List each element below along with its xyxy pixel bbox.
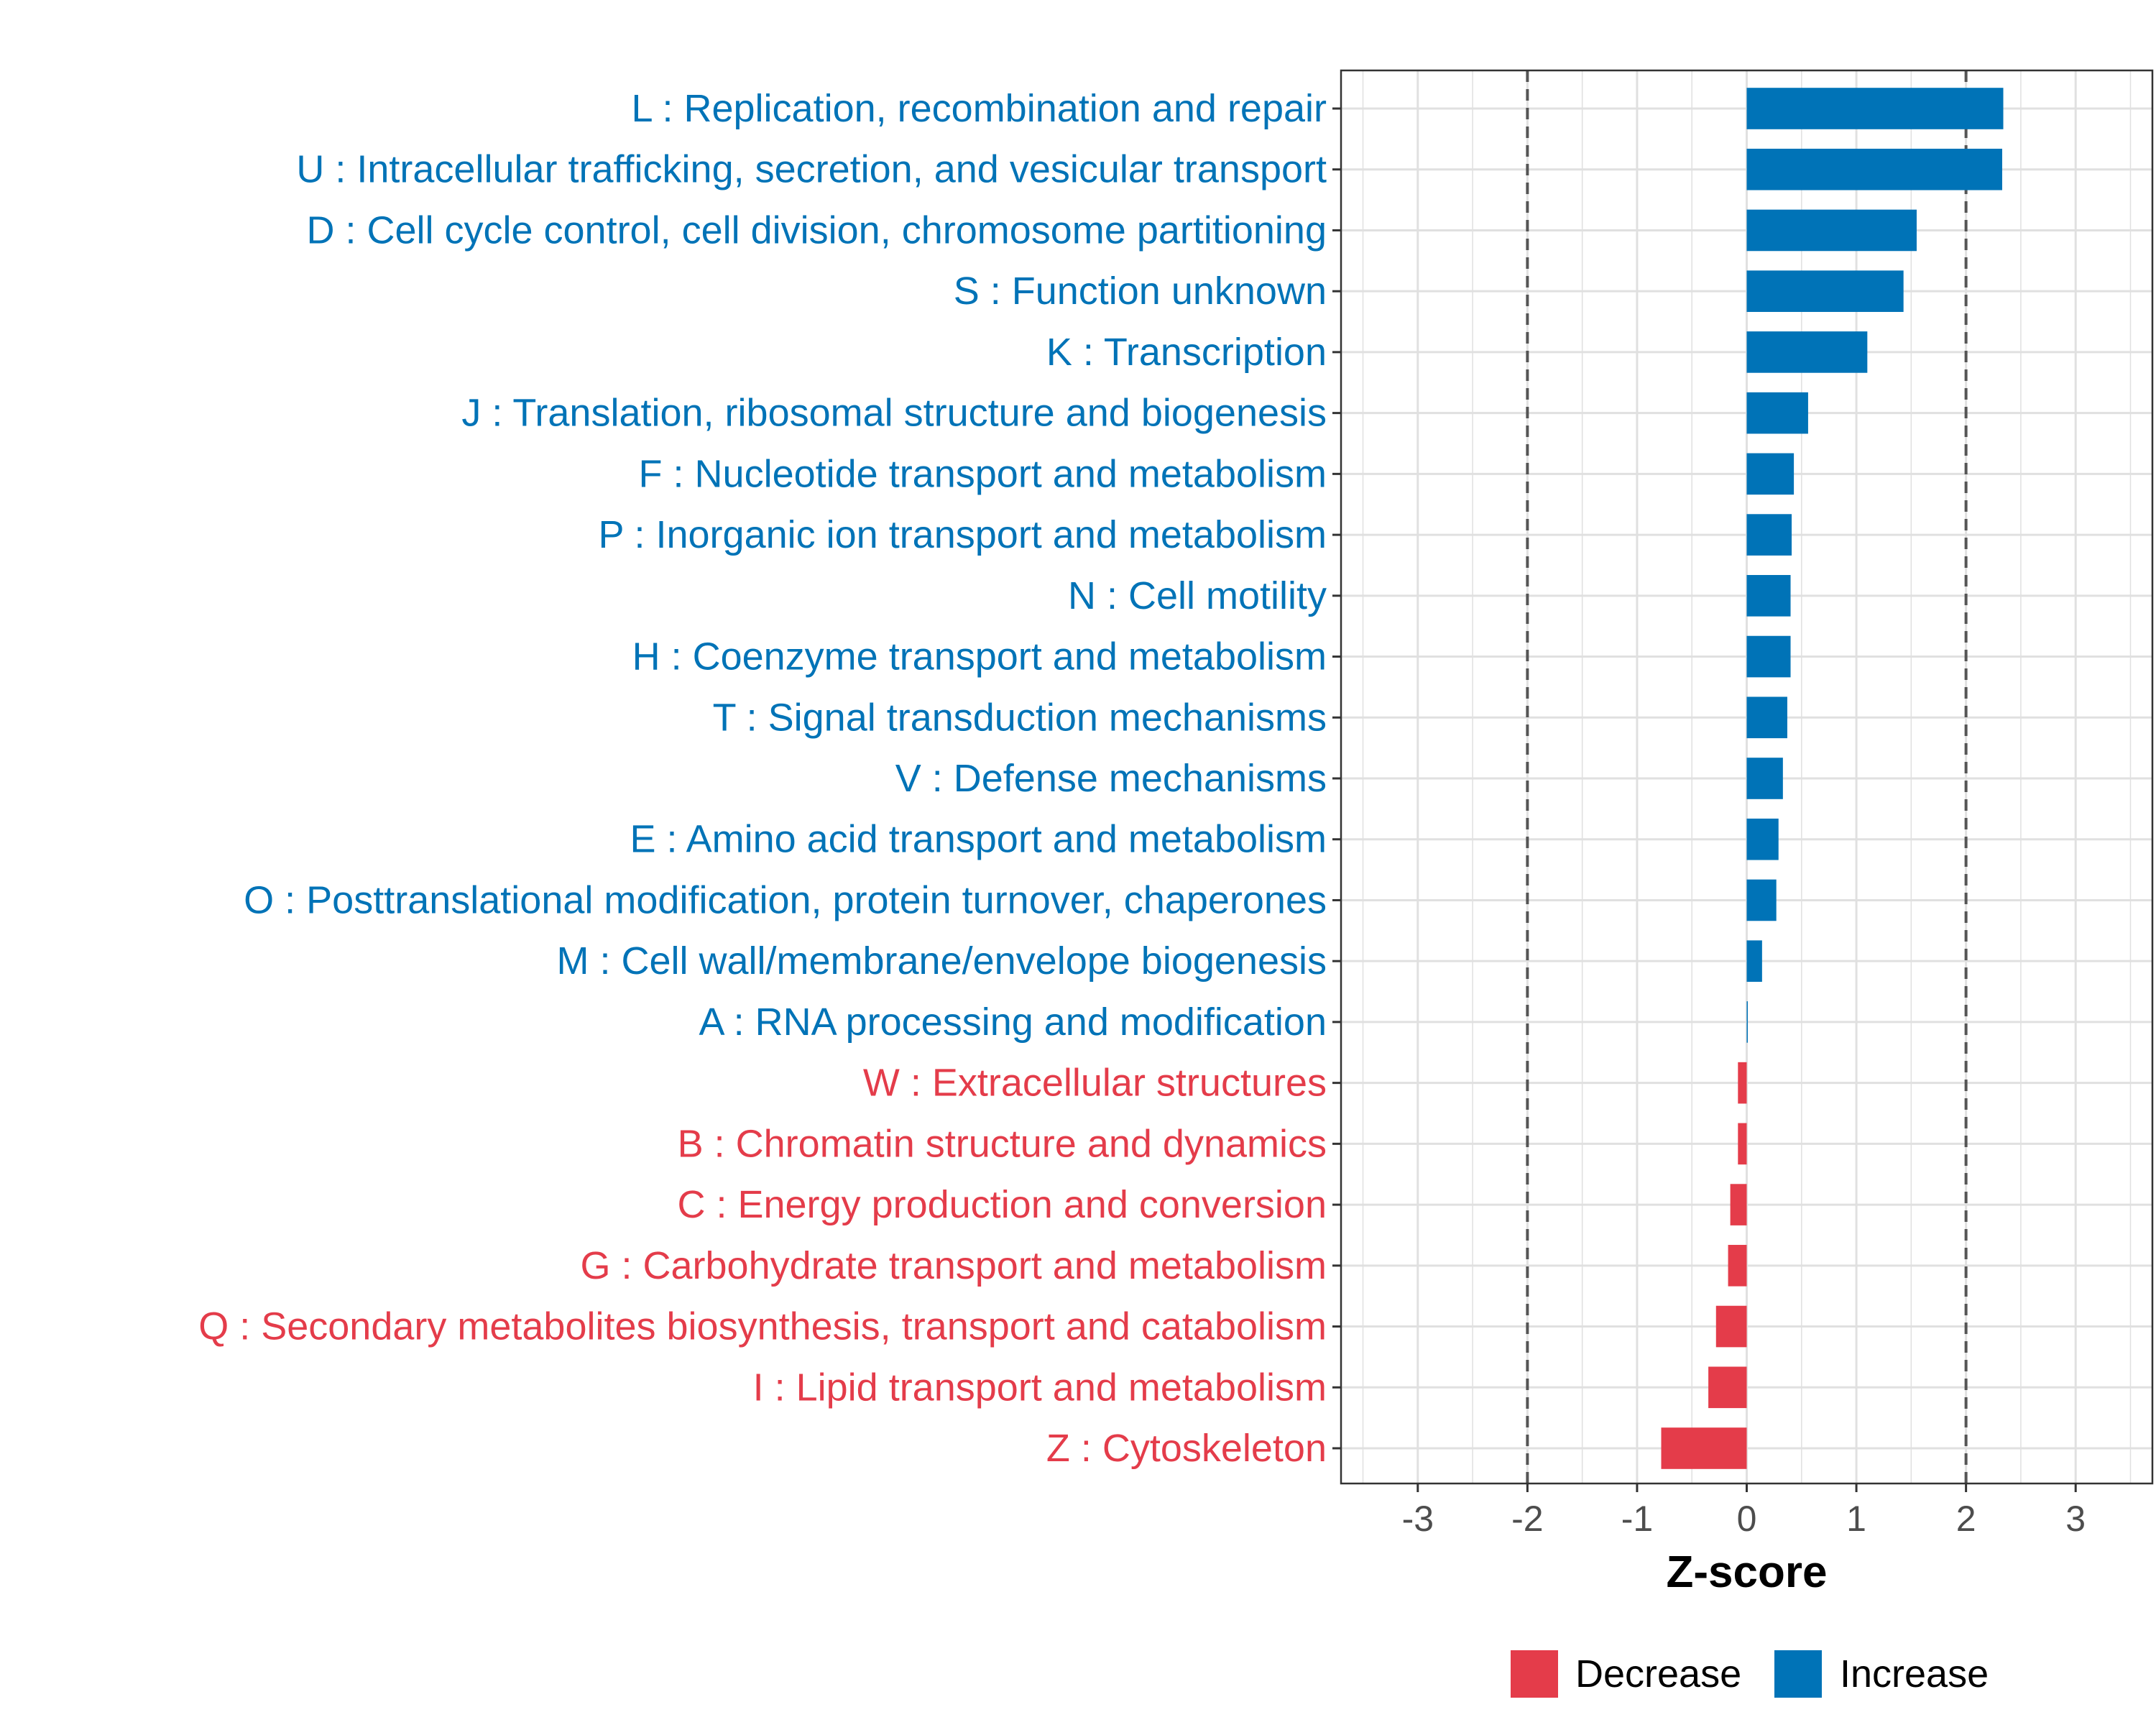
bar: [1661, 1427, 1747, 1469]
bar: [1746, 392, 1808, 434]
bar: [1746, 88, 2004, 129]
bar: [1746, 1001, 1749, 1043]
x-axis-ticks: [1416, 1484, 2077, 1492]
category-label: I : Lipid transport and metabolism: [753, 1366, 1327, 1409]
bar: [1746, 148, 2002, 190]
bar: [1728, 1245, 1747, 1287]
bar: [1746, 758, 1783, 799]
category-label: N : Cell motility: [1068, 574, 1327, 617]
category-label: A : RNA processing and modification: [699, 1000, 1327, 1044]
bar: [1746, 575, 1791, 617]
reference-lines: [1526, 70, 1968, 1484]
category-label: S : Function unknown: [954, 270, 1327, 313]
bar: [1746, 635, 1791, 678]
bar: [1738, 1062, 1747, 1104]
category-label: K : Transcription: [1046, 331, 1327, 374]
category-label: E : Amino acid transport and metabolism: [630, 818, 1327, 861]
category-label: T : Signal transduction mechanisms: [713, 696, 1327, 739]
x-tick-label: -1: [1621, 1499, 1653, 1539]
bar: [1746, 879, 1777, 921]
category-label: P : Inorganic ion transport and metaboli…: [598, 513, 1327, 556]
category-labels: L : Replication, recombination and repai…: [198, 87, 1327, 1470]
category-label: L : Replication, recombination and repai…: [631, 87, 1327, 130]
category-label: V : Defense mechanisms: [895, 757, 1327, 800]
x-tick-label: -3: [1402, 1499, 1434, 1539]
category-label: B : Chromatin structure and dynamics: [678, 1122, 1327, 1165]
bar: [1730, 1184, 1747, 1225]
bar: [1746, 270, 1904, 312]
category-label: F : Nucleotide transport and metabolism: [639, 452, 1327, 495]
x-tick-labels: -3 -2 -1 0 1 2 3: [1402, 1499, 2086, 1539]
category-label: U : Intracellular trafficking, secretion…: [296, 148, 1327, 191]
legend-swatch-decrease: [1511, 1650, 1558, 1698]
x-tick-label: 2: [1956, 1499, 1976, 1539]
category-label: Q : Secondary metabolites biosynthesis, …: [198, 1305, 1327, 1348]
bar: [1715, 1305, 1747, 1348]
x-tick-label: 1: [1846, 1499, 1866, 1539]
x-axis-title: Z-score: [1667, 1547, 1828, 1597]
category-label: C : Energy production and conversion: [677, 1183, 1327, 1226]
bar: [1738, 1123, 1747, 1165]
category-label: H : Coenzyme transport and metabolism: [632, 635, 1327, 678]
legend-label-increase: Increase: [1840, 1652, 1989, 1696]
bar: [1746, 209, 1917, 252]
legend-label-decrease: Decrease: [1575, 1652, 1741, 1696]
bar: [1708, 1366, 1747, 1409]
x-tick-label: 0: [1737, 1499, 1757, 1539]
bars: [1661, 88, 2004, 1469]
category-label: W : Extracellular structures: [863, 1062, 1327, 1105]
category-label: O : Posttranslational modification, prot…: [244, 878, 1327, 921]
category-label: G : Carbohydrate transport and metabolis…: [581, 1244, 1327, 1287]
category-label: J : Translation, ribosomal structure and…: [461, 392, 1327, 435]
bar: [1746, 818, 1779, 860]
bar: [1746, 940, 1762, 982]
bar: [1746, 331, 1868, 373]
category-label: M : Cell wall/membrane/envelope biogenes…: [556, 939, 1327, 983]
category-label: Z : Cytoskeleton: [1046, 1427, 1327, 1470]
x-tick-label: 3: [2065, 1499, 2086, 1539]
category-label: D : Cell cycle control, cell division, c…: [306, 208, 1327, 252]
bar: [1746, 453, 1795, 495]
bar: [1746, 696, 1787, 739]
bar: [1746, 514, 1792, 556]
legend-swatch-increase: [1774, 1650, 1822, 1698]
x-tick-label: -2: [1511, 1499, 1543, 1539]
y-axis-ticks: [1332, 107, 1341, 1450]
legend: Decrease Increase: [1511, 1650, 1989, 1698]
